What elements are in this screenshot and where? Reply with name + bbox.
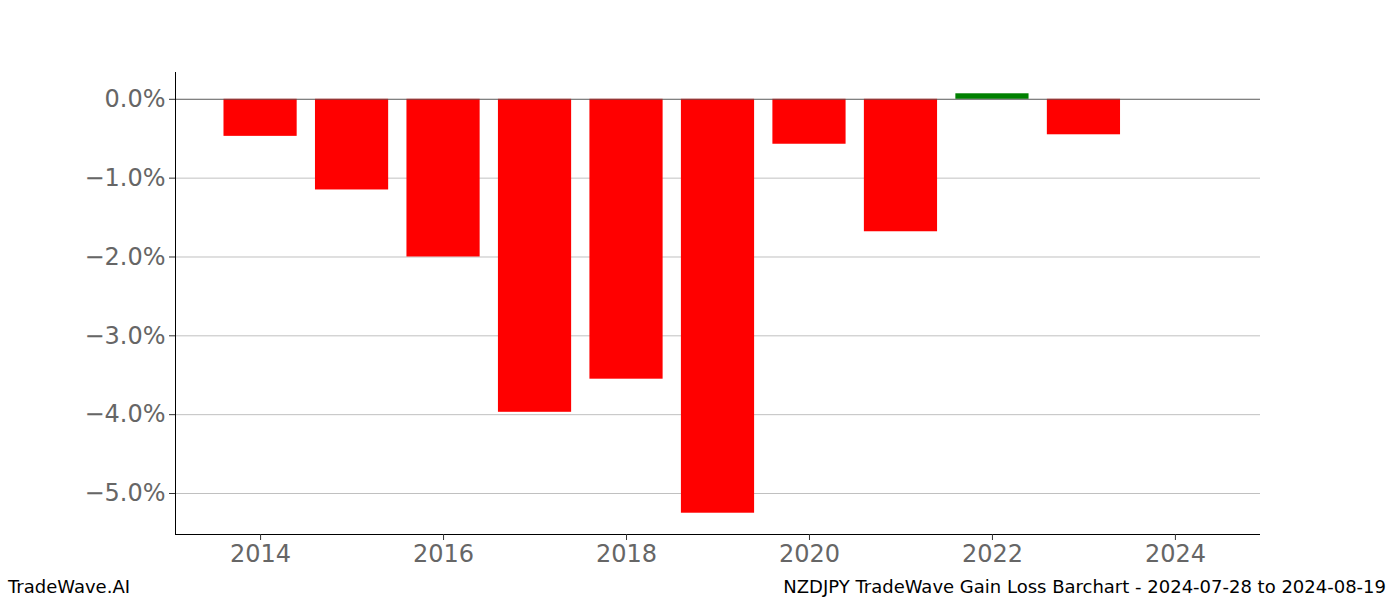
svg-text:0.0%: 0.0% (105, 85, 166, 113)
svg-text:2024: 2024 (1145, 540, 1206, 568)
svg-text:−1.0%: −1.0% (84, 164, 165, 192)
svg-text:−2.0%: −2.0% (84, 243, 165, 271)
svg-text:−3.0%: −3.0% (84, 322, 165, 350)
svg-text:2014: 2014 (230, 540, 291, 568)
svg-text:−5.0%: −5.0% (84, 479, 165, 507)
svg-text:2020: 2020 (779, 540, 840, 568)
svg-text:2018: 2018 (596, 540, 657, 568)
svg-text:2016: 2016 (413, 540, 474, 568)
svg-text:−4.0%: −4.0% (84, 400, 165, 428)
html-text:NZDJPY TradeWave Gain Loss Bar: NZDJPY TradeWave Gain Loss Barchart - 20… (783, 576, 1386, 597)
svg-text:2022: 2022 (962, 540, 1023, 568)
html-text:TradeWave.AI: TradeWave.AI (8, 576, 130, 597)
